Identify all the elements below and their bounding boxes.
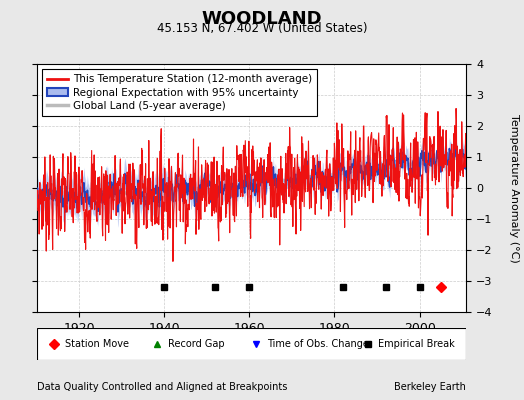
Legend: This Temperature Station (12-month average), Regional Expectation with 95% uncer: This Temperature Station (12-month avera…: [42, 69, 318, 116]
Text: Empirical Break: Empirical Break: [378, 339, 455, 349]
Text: Record Gap: Record Gap: [168, 339, 224, 349]
Text: Station Move: Station Move: [64, 339, 128, 349]
Text: Data Quality Controlled and Aligned at Breakpoints: Data Quality Controlled and Aligned at B…: [37, 382, 287, 392]
Text: Berkeley Earth: Berkeley Earth: [395, 382, 466, 392]
Text: WOODLAND: WOODLAND: [202, 10, 322, 28]
Y-axis label: Temperature Anomaly (°C): Temperature Anomaly (°C): [509, 114, 519, 262]
Text: 45.153 N, 67.402 W (United States): 45.153 N, 67.402 W (United States): [157, 22, 367, 35]
FancyBboxPatch shape: [37, 328, 466, 360]
Text: Time of Obs. Change: Time of Obs. Change: [267, 339, 368, 349]
